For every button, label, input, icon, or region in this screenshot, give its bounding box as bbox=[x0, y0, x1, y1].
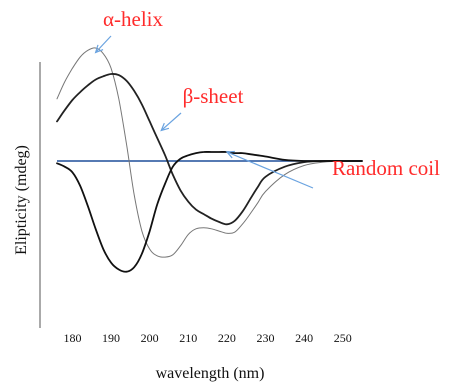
annotation-arrowhead-beta-sheet bbox=[160, 122, 170, 132]
series-line-random-coil bbox=[56, 151, 363, 273]
annotation-arrowhead-alpha-helix bbox=[94, 44, 104, 54]
annotation-label-random-coil: Random coil bbox=[332, 156, 440, 180]
annotation-label-alpha-helix: α-helix bbox=[103, 7, 163, 31]
x-tick-label: 210 bbox=[179, 331, 197, 345]
series-line-helix bbox=[56, 47, 363, 258]
series-layer bbox=[56, 47, 363, 273]
annotation-labels: α-helix β-sheet Random coil bbox=[103, 7, 440, 180]
x-axis-title: wavelength (nm) bbox=[156, 365, 265, 382]
y-axis-title: Elipticity (mdeg) bbox=[13, 145, 30, 255]
annotation-arrows bbox=[94, 35, 314, 189]
annotation-arrowhead-random-coil bbox=[225, 150, 235, 159]
annotation-arrow-random-coil bbox=[226, 151, 314, 189]
annotation-arrow-alpha-helix bbox=[95, 35, 112, 53]
x-tick-label: 200 bbox=[141, 331, 159, 345]
annotation-label-beta-sheet: β-sheet bbox=[183, 84, 244, 108]
x-tick-label: 190 bbox=[102, 331, 120, 345]
annotation-arrow-beta-sheet bbox=[160, 112, 182, 131]
x-tick-label: 220 bbox=[218, 331, 236, 345]
x-tick-label: 250 bbox=[334, 331, 352, 345]
x-tick-labels: 180 190 200 210 220 230 240 250 bbox=[63, 331, 351, 345]
x-tick-label: 230 bbox=[256, 331, 274, 345]
x-tick-label: 240 bbox=[295, 331, 313, 345]
series-line-sheet bbox=[56, 73, 363, 226]
x-tick-label: 180 bbox=[63, 331, 81, 345]
